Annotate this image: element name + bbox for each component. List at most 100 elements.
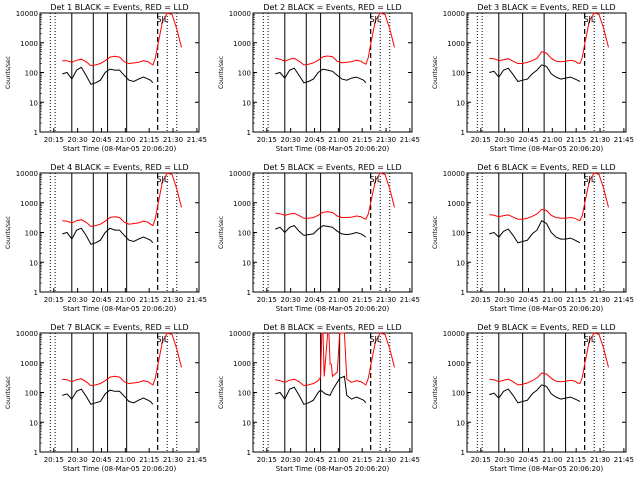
x-axis-label: Start Time (08-Mar-05 20:06:20)	[63, 465, 177, 473]
y-tick-label: 10000	[443, 170, 465, 178]
panel-det-1: Det 1 BLACK = Events, RED = LLD Counts/se…	[5, 3, 207, 153]
x-tick-label: 20:30	[68, 136, 88, 144]
y-tick-label: 10000	[229, 170, 251, 178]
series-events-line	[489, 384, 581, 404]
x-tick-label: 21:00	[542, 136, 562, 144]
series-lld-line	[275, 332, 395, 387]
panel-title: Det 5 BLACK = Events, RED = LLD	[263, 163, 401, 172]
y-tick-label: 100	[452, 70, 465, 78]
y-tick-label: 1000	[447, 40, 465, 48]
y-tick-label: 1	[247, 289, 251, 297]
plot-frame	[252, 172, 413, 293]
y-tick-label: 10000	[443, 330, 465, 338]
panel-det-2: Det 2 BLACK = Events, RED = LLD Counts/se…	[218, 3, 420, 153]
y-tick-label: 10	[456, 419, 465, 427]
x-tick-label: 20:45	[518, 456, 538, 464]
y-axis-label: Counts/sec	[432, 376, 439, 409]
y-tick-label: 10000	[229, 330, 251, 338]
y-tick-label: 1000	[447, 360, 465, 368]
series-lld-line	[275, 172, 395, 220]
x-axis-label: Start Time (08-Mar-05 20:06:20)	[490, 465, 604, 473]
series-lld-line	[62, 172, 182, 227]
y-tick-label: 1000	[20, 200, 38, 208]
x-axis-label: Start Time (08-Mar-05 20:06:20)	[490, 145, 604, 153]
series-lld-line	[489, 172, 609, 222]
x-tick-label: 20:45	[518, 136, 538, 144]
x-tick-label: 20:45	[518, 296, 538, 304]
y-tick-label: 100	[238, 230, 251, 238]
panel-det-4: Det 4 BLACK = Events, RED = LLD Counts/se…	[5, 163, 207, 313]
series-lld-line	[489, 332, 609, 386]
x-tick-label: 21:00	[328, 136, 348, 144]
plot-frame	[39, 332, 200, 453]
y-tick-label: 1000	[233, 40, 251, 48]
x-tick-label: 21:45	[614, 456, 634, 464]
series-lld-line	[489, 12, 609, 65]
x-tick-label: 21:45	[187, 136, 207, 144]
x-tick-label: 21:00	[115, 456, 135, 464]
plot-frame	[466, 332, 627, 453]
series-events-line	[275, 225, 367, 238]
x-tick-label: 21:30	[376, 456, 396, 464]
series-events-line	[62, 227, 154, 245]
x-axis-label: Start Time (08-Mar-05 20:06:20)	[63, 305, 177, 313]
x-tick-label: 20:15	[257, 136, 277, 144]
x-tick-label: 21:30	[590, 136, 610, 144]
y-axis-label: Counts/sec	[218, 56, 225, 89]
panel-title: Det 3 BLACK = Events, RED = LLD	[477, 3, 615, 12]
saa-annotation: SJL	[583, 175, 595, 184]
x-tick-label: 20:15	[257, 296, 277, 304]
y-axis-label: Counts/sec	[432, 56, 439, 89]
x-tick-label: 20:30	[281, 136, 301, 144]
series-events-line	[62, 388, 154, 405]
x-tick-label: 21:45	[614, 296, 634, 304]
x-tick-label: 21:30	[163, 136, 183, 144]
x-tick-label: 21:15	[139, 456, 159, 464]
y-tick-label: 100	[452, 230, 465, 238]
x-tick-label: 20:30	[495, 136, 515, 144]
y-tick-label: 1	[247, 129, 251, 137]
y-tick-label: 100	[25, 390, 38, 398]
saa-annotation: SJL	[156, 175, 168, 184]
panel-det-3: Det 3 BLACK = Events, RED = LLD Counts/se…	[432, 3, 634, 153]
y-tick-label: 1	[34, 289, 38, 297]
saa-annotation: SJL	[583, 335, 595, 344]
x-tick-label: 20:45	[304, 296, 324, 304]
y-tick-label: 1000	[20, 40, 38, 48]
y-axis-label: Counts/sec	[218, 376, 225, 409]
y-tick-label: 10	[29, 419, 38, 427]
series-events-line	[62, 66, 154, 85]
x-tick-label: 21:30	[376, 136, 396, 144]
saa-annotation: SJL	[369, 175, 381, 184]
x-tick-label: 21:00	[115, 296, 135, 304]
x-tick-label: 21:15	[566, 456, 586, 464]
x-tick-label: 21:15	[352, 136, 372, 144]
panel-title: Det 6 BLACK = Events, RED = LLD	[477, 163, 615, 172]
x-tick-label: 21:00	[542, 296, 562, 304]
x-tick-label: 21:00	[328, 456, 348, 464]
x-axis-label: Start Time (08-Mar-05 20:06:20)	[490, 305, 604, 313]
y-tick-label: 10	[29, 99, 38, 107]
y-tick-label: 1000	[20, 360, 38, 368]
x-tick-label: 21:15	[352, 296, 372, 304]
x-tick-label: 21:30	[163, 456, 183, 464]
x-tick-label: 21:45	[614, 136, 634, 144]
x-tick-label: 21:15	[566, 296, 586, 304]
x-tick-label: 21:00	[542, 456, 562, 464]
x-tick-label: 20:15	[44, 296, 64, 304]
series-events-line	[489, 64, 581, 83]
x-tick-label: 20:15	[471, 456, 491, 464]
saa-annotation: SJL	[156, 335, 168, 344]
y-tick-label: 100	[238, 390, 251, 398]
y-axis-label: Counts/sec	[5, 376, 12, 409]
panel-title: Det 2 BLACK = Events, RED = LLD	[263, 3, 401, 12]
x-tick-label: 20:15	[44, 136, 64, 144]
y-tick-label: 10	[242, 99, 251, 107]
panel-det-5: Det 5 BLACK = Events, RED = LLD Counts/se…	[218, 163, 420, 313]
y-tick-label: 1000	[233, 200, 251, 208]
y-tick-label: 100	[238, 70, 251, 78]
x-axis-label: Start Time (08-Mar-05 20:06:20)	[276, 305, 390, 313]
y-axis-label: Counts/sec	[5, 56, 12, 89]
y-axis-label: Counts/sec	[432, 216, 439, 249]
